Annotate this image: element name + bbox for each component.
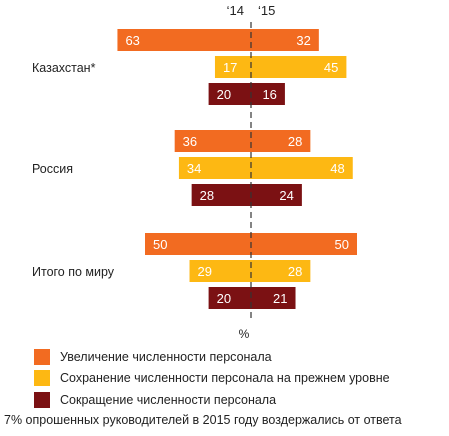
data-label-russia-2014-s2: 28 — [200, 188, 214, 203]
bar-kazakhstan-2015-s0 — [251, 29, 319, 51]
legend-item-increase: Увеличение численности персонала — [34, 346, 444, 368]
data-label-russia-2015-s1: 48 — [330, 161, 344, 176]
bar-world-2014-s1 — [189, 260, 251, 282]
data-label-world-2014-s1: 29 — [198, 264, 212, 279]
bar-russia-2015-s1 — [251, 157, 353, 179]
data-label-russia-2014-s1: 34 — [187, 161, 201, 176]
axis-unit-label: % — [239, 327, 250, 341]
bar-world-2014-s2 — [208, 287, 251, 309]
chart-bars: 63 32 17 45 20 16 36 28 34 48 28 24 50 50 29 28 20 21 — [117, 29, 357, 309]
bar-world-2015-s0 — [251, 233, 357, 255]
data-label-world-2015-s0: 50 — [335, 237, 349, 252]
legend-swatch-maintain — [34, 370, 50, 387]
data-label-world-2015-s2: 21 — [273, 291, 287, 306]
bar-russia-2014-s2 — [191, 184, 251, 206]
data-label-kazakhstan-2015-s0: 32 — [296, 33, 310, 48]
data-label-russia-2014-s0: 36 — [183, 134, 197, 149]
data-label-kazakhstan-2015-s2: 16 — [262, 87, 276, 102]
diverging-bar-chart: 63 32 17 45 20 16 36 28 34 48 28 24 50 50 29 28 20 21 ‘14… — [32, 3, 357, 341]
group-label-world: Итого по миру — [32, 265, 115, 279]
group-label-russia: Россия — [32, 162, 73, 176]
year-label-left: ‘14 — [227, 3, 244, 18]
bar-russia-2015-s0 — [251, 130, 311, 152]
legend-label-increase: Увеличение численности персонала — [60, 349, 272, 364]
data-label-world-2015-s1: 28 — [288, 264, 302, 279]
data-label-russia-2015-s2: 24 — [279, 188, 293, 203]
bar-kazakhstan-2014-s2 — [208, 83, 251, 105]
legend-item-decrease: Сокращение численности персонала — [34, 389, 444, 411]
bar-russia-2014-s1 — [178, 157, 251, 179]
data-label-kazakhstan-2014-s1: 17 — [223, 60, 237, 75]
group-labels: Казахстан* Россия Итого по миру — [32, 61, 115, 279]
legend-label-decrease: Сокращение численности персонала — [60, 392, 277, 407]
bar-world-2014-s0 — [145, 233, 251, 255]
data-label-kazakhstan-2014-s2: 20 — [217, 87, 231, 102]
data-label-world-2014-s2: 20 — [217, 291, 231, 306]
bar-kazakhstan-2014-s1 — [214, 56, 251, 78]
bar-world-2015-s1 — [251, 260, 311, 282]
bar-russia-2014-s0 — [174, 130, 251, 152]
data-label-kazakhstan-2014-s0: 63 — [125, 33, 139, 48]
bar-russia-2015-s2 — [251, 184, 302, 206]
legend-swatch-decrease — [34, 391, 50, 408]
bar-world-2015-s2 — [251, 287, 296, 309]
bar-kazakhstan-2015-s2 — [251, 83, 285, 105]
data-label-world-2014-s0: 50 — [153, 237, 167, 252]
legend-swatch-increase — [34, 348, 50, 365]
bar-kazakhstan-2014-s0 — [117, 29, 251, 51]
footnote: 7% опрошенных руководителей в 2015 году … — [4, 413, 402, 427]
data-label-russia-2015-s0: 28 — [288, 134, 302, 149]
group-label-kazakhstan: Казахстан* — [32, 61, 96, 75]
data-label-kazakhstan-2015-s1: 45 — [324, 60, 338, 75]
year-label-right: ‘15 — [258, 3, 275, 18]
legend-item-maintain: Сохранение численности персонала на преж… — [34, 368, 444, 390]
legend-label-maintain: Сохранение численности персонала на преж… — [60, 371, 390, 386]
bar-kazakhstan-2015-s1 — [251, 56, 347, 78]
legend: Увеличение численности персонала Сохране… — [34, 346, 444, 411]
